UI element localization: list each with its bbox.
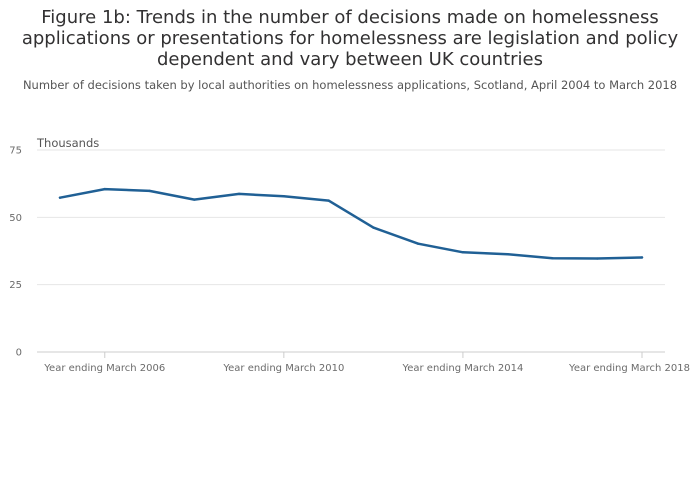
data-point[interactable]: [596, 257, 599, 260]
axes: 0 25 50 75 Year ending March 2006 Year ending…: [9, 146, 690, 375]
y-tick-label: 25: [9, 280, 22, 291]
data-point[interactable]: [103, 187, 106, 191]
x-tick-label: Year ending March 2018: [568, 363, 690, 374]
series-line: [58, 187, 644, 260]
y-tick-label: 75: [9, 146, 22, 157]
data-point[interactable]: [506, 253, 509, 256]
data-point[interactable]: [193, 198, 196, 201]
y-tick-label: 0: [16, 348, 22, 359]
data-point[interactable]: [461, 251, 465, 254]
x-tick-label: Year ending March 2014: [401, 363, 523, 374]
y-tick-label: 50: [9, 213, 22, 224]
data-point[interactable]: [58, 196, 62, 199]
data-point[interactable]: [282, 195, 286, 198]
chart-title: Figure 1b: Trends in the number of decis…: [21, 7, 679, 70]
x-tick-label: Year ending March 2010: [222, 363, 344, 374]
data-point[interactable]: [640, 256, 644, 259]
gridlines: [37, 149, 665, 286]
y-axis-unit-label: Thousands: [36, 136, 99, 150]
data-point[interactable]: [327, 199, 330, 202]
data-point[interactable]: [416, 242, 420, 245]
chart-subtitle: Number of decisions taken by local autho…: [22, 78, 678, 92]
data-point[interactable]: [372, 226, 375, 229]
data-point[interactable]: [148, 189, 151, 193]
data-point[interactable]: [551, 257, 554, 260]
x-tick-label: Year ending March 2006: [43, 363, 165, 374]
data-point[interactable]: [237, 192, 241, 196]
series-lines: [58, 187, 644, 260]
